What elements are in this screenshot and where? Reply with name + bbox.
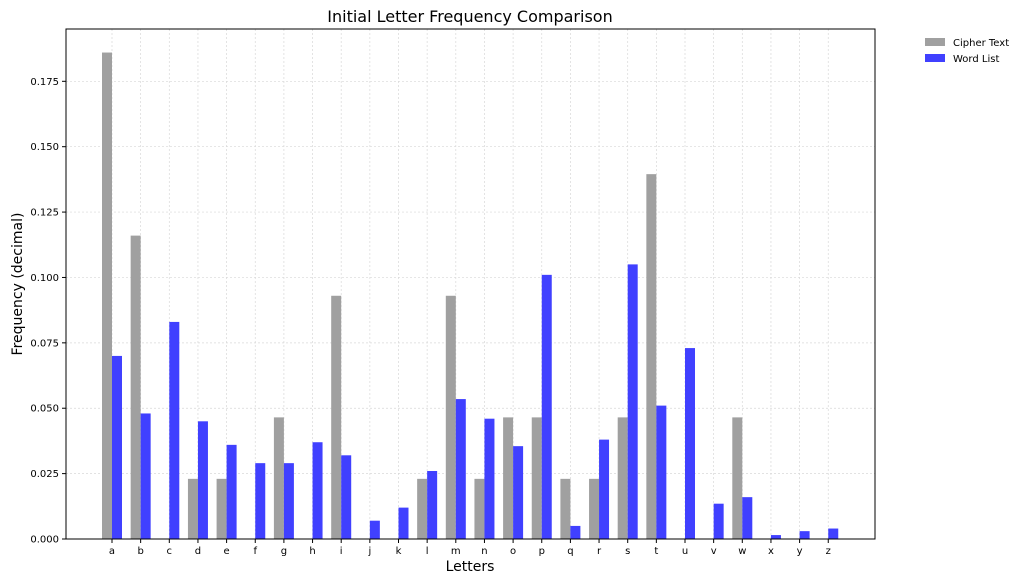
bar-cipher-text-o <box>503 417 514 539</box>
x-tick-label-h: h <box>309 546 315 557</box>
x-tick-label-d: d <box>195 546 201 557</box>
x-tick-label-y: y <box>797 546 803 557</box>
bar-cipher-text-b <box>130 235 141 539</box>
x-axis-label: Letters <box>446 559 495 575</box>
x-tick-label-q: q <box>567 546 573 557</box>
legend-swatch-cipher-text <box>925 38 945 46</box>
bar-word-list-b <box>140 413 151 539</box>
y-tick-label: 0.175 <box>30 77 59 88</box>
x-tick-label-p: p <box>539 546 545 557</box>
x-ticks: a b c d e f g h i j k l m n o p q r s t u v w x y z <box>109 539 831 557</box>
x-tick-label-r: r <box>597 546 602 557</box>
y-axis-label: Frequency (decimal) <box>10 213 26 356</box>
y-tick-label: 0.125 <box>30 208 59 219</box>
bar-word-list-e <box>226 444 237 539</box>
bar-word-list-x <box>770 535 781 539</box>
bar-word-list-j <box>369 520 380 539</box>
bar-word-list-o <box>513 446 524 539</box>
bar-word-list-c <box>169 321 180 539</box>
bar-word-list-m <box>455 399 466 539</box>
bar-cipher-text-g <box>273 417 284 539</box>
x-tick-label-c: c <box>167 546 173 557</box>
bar-word-list-n <box>484 418 495 539</box>
bar-word-list-l <box>427 471 438 539</box>
y-tick-label: 0.100 <box>30 273 59 284</box>
bar-word-list-p <box>541 274 552 539</box>
bar-word-list-k <box>398 507 409 539</box>
x-tick-label-m: m <box>451 546 461 557</box>
x-tick-label-f: f <box>253 546 257 557</box>
bar-word-list-q <box>570 525 581 539</box>
x-tick-label-u: u <box>682 546 688 557</box>
x-tick-label-t: t <box>654 546 658 557</box>
chart-title: Initial Letter Frequency Comparison <box>327 7 612 26</box>
x-tick-label-z: z <box>826 546 831 557</box>
x-tick-label-s: s <box>625 546 630 557</box>
bar-cipher-text-a <box>102 52 112 540</box>
bar-word-list-v <box>713 503 724 539</box>
x-tick-label-x: x <box>768 546 774 557</box>
bar-word-list-f <box>255 463 266 539</box>
bar-word-list-w <box>742 497 753 539</box>
bar-cipher-text-m <box>445 295 456 539</box>
bar-cipher-text-s <box>617 417 628 539</box>
bar-cipher-text-l <box>417 478 428 539</box>
bar-word-list-d <box>197 421 208 539</box>
bar-cipher-text-r <box>589 478 600 539</box>
y-tick-label: 0.050 <box>30 404 59 415</box>
x-tick-label-n: n <box>481 546 487 557</box>
legend-label-cipher-text: Cipher Text <box>953 38 1009 49</box>
x-tick-label-a: a <box>109 546 115 557</box>
x-tick-label-e: e <box>224 546 230 557</box>
bar-word-list-h <box>312 442 323 539</box>
legend-label-word-list: Word List <box>953 54 999 65</box>
x-tick-label-k: k <box>396 546 402 557</box>
x-tick-label-i: i <box>340 546 343 557</box>
plot-frame <box>65 28 876 540</box>
y-ticks: 0.000 0.025 0.050 0.075 0.100 0.125 0.150 0.175 <box>30 77 66 546</box>
bar-cipher-text-w <box>732 417 743 539</box>
bar-word-list-s <box>627 264 638 539</box>
x-tick-label-l: l <box>426 546 429 557</box>
x-tick-label-j: j <box>367 546 371 557</box>
bar-cipher-text-p <box>531 417 542 539</box>
y-tick-label: 0.000 <box>30 535 59 546</box>
bar-cipher-text-q <box>560 478 571 539</box>
x-tick-label-g: g <box>281 546 287 557</box>
bar-word-list-y <box>799 531 810 539</box>
y-tick-label: 0.025 <box>30 469 59 480</box>
bar-cipher-text-e <box>216 478 227 539</box>
x-tick-label-o: o <box>510 546 516 557</box>
x-tick-label-v: v <box>711 546 717 557</box>
y-tick-label: 0.075 <box>30 338 59 349</box>
bar-cipher-text-t <box>646 174 657 539</box>
x-tick-label-b: b <box>137 546 143 557</box>
legend-swatch-word-list <box>925 54 945 62</box>
grid-layer <box>66 29 875 540</box>
bar-word-list-r <box>599 439 610 539</box>
y-tick-label: 0.150 <box>30 142 59 153</box>
bar-cipher-text-i <box>331 295 342 539</box>
legend: Cipher Text Word List <box>925 38 1009 65</box>
bar-word-list-t <box>656 405 667 539</box>
bar-cipher-text-n <box>474 478 485 539</box>
bar-cipher-text-d <box>187 478 198 539</box>
bar-word-list-i <box>341 455 352 539</box>
bar-word-list-g <box>283 463 294 539</box>
x-tick-label-w: w <box>738 546 746 557</box>
bar-word-list-u <box>685 348 695 539</box>
bars-layer <box>102 52 839 540</box>
bar-word-list-z <box>828 528 839 539</box>
bar-word-list-a <box>112 355 122 539</box>
